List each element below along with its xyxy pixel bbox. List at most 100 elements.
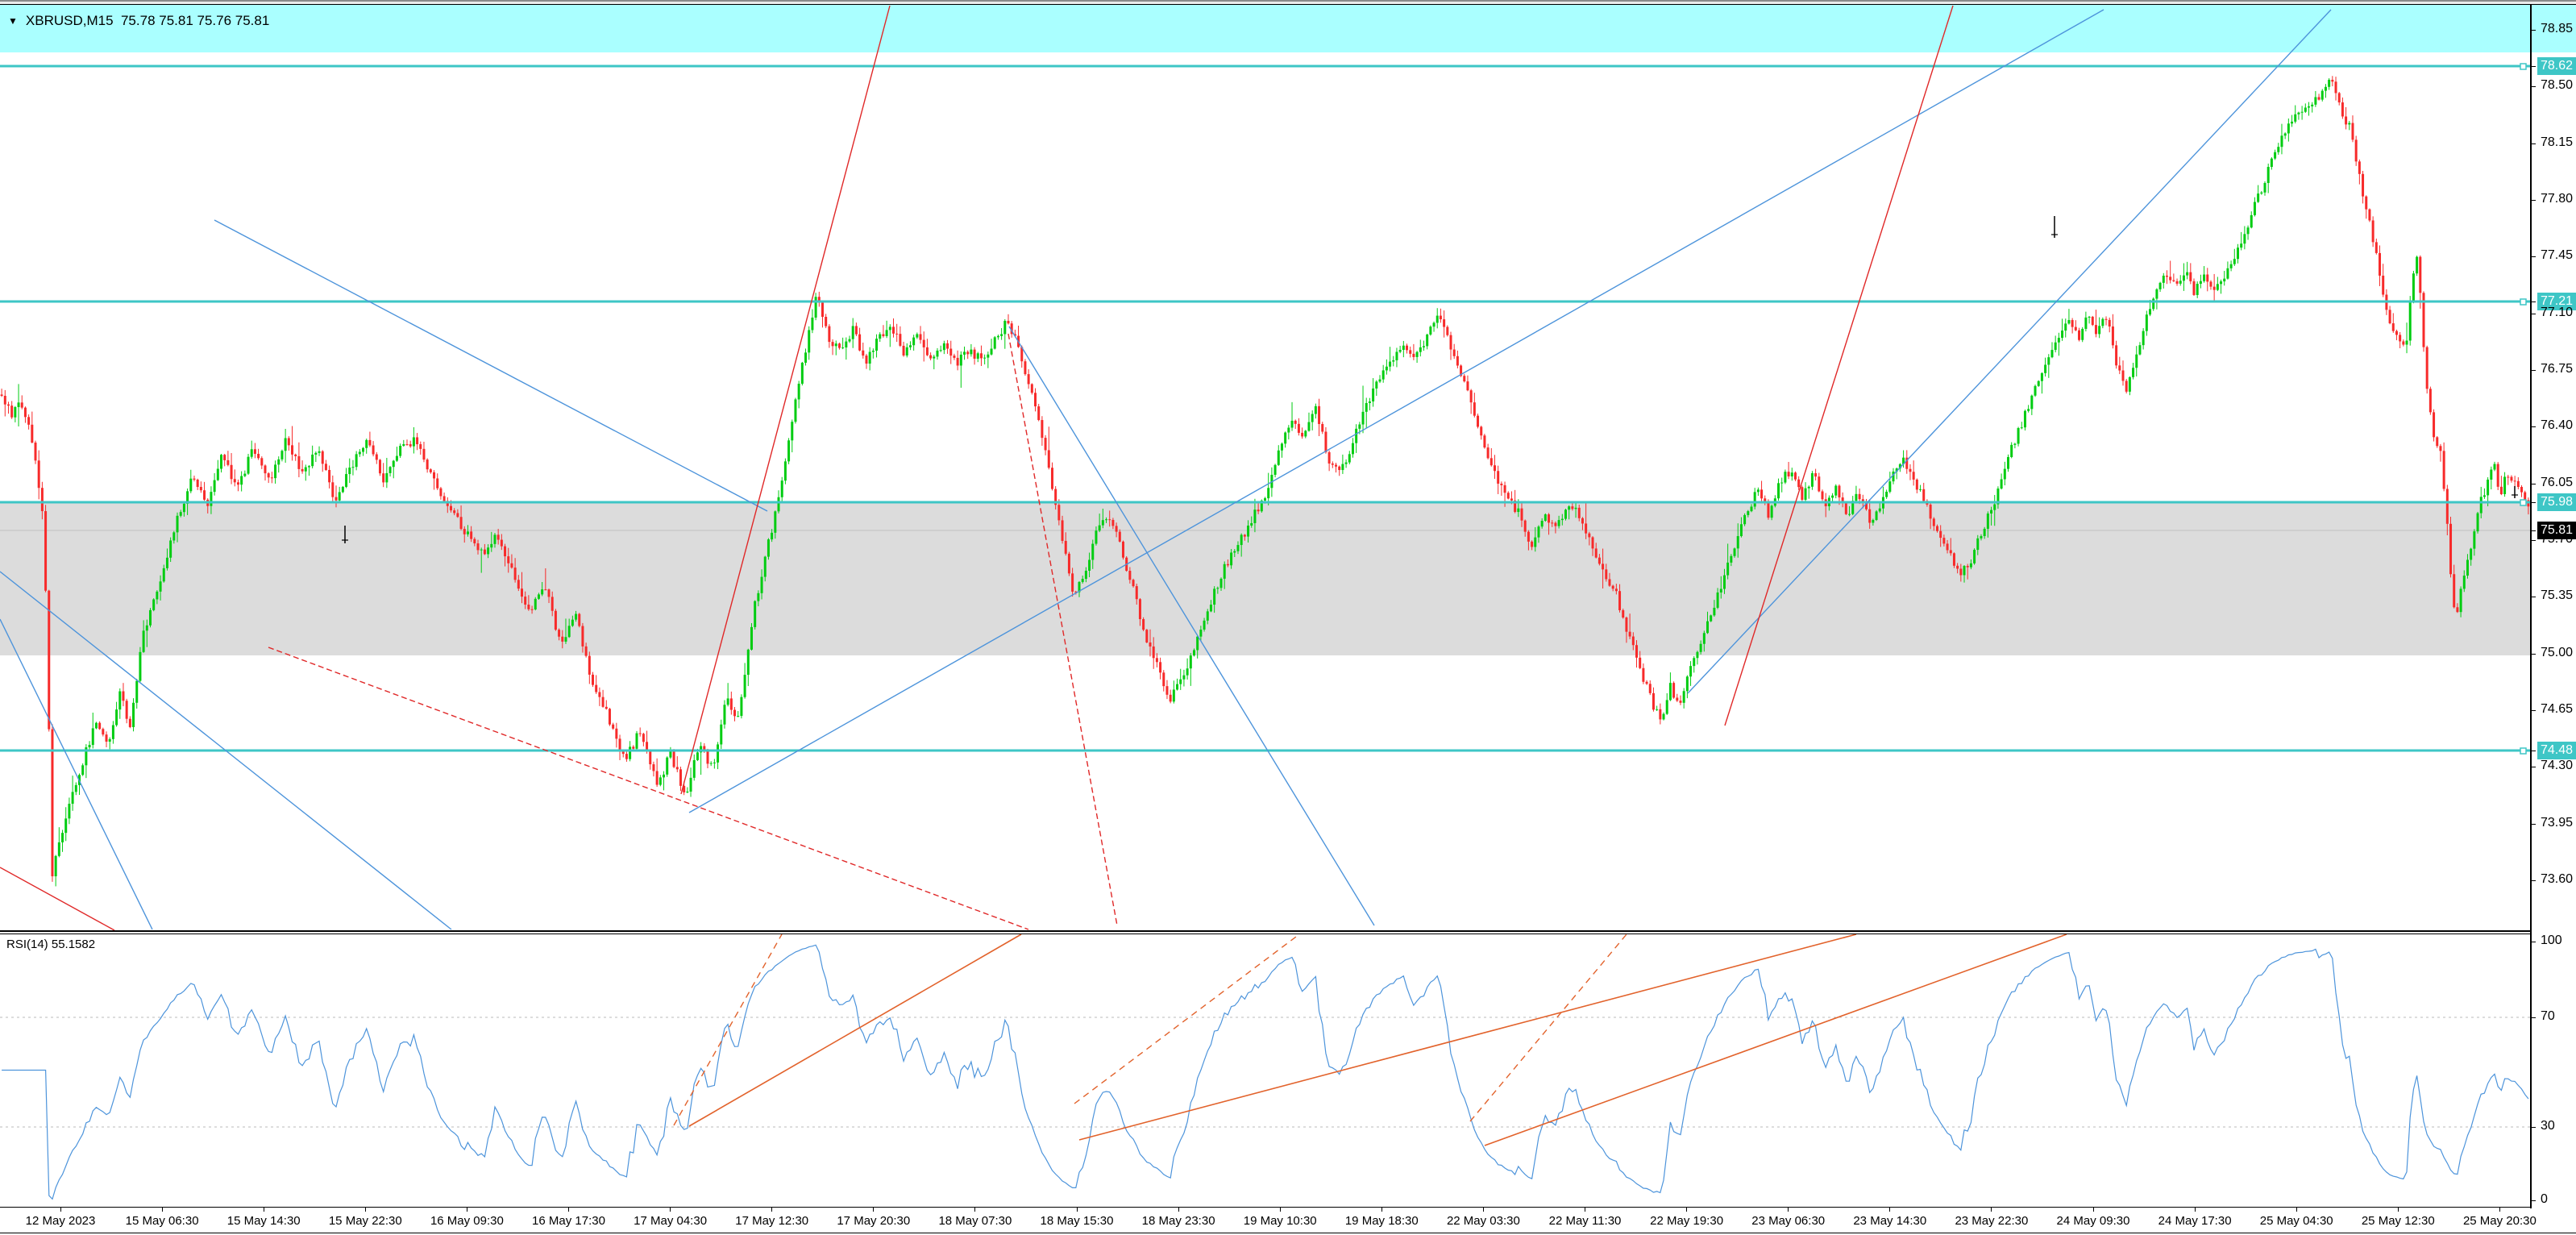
price-label: 73.60 [2541,872,2574,886]
candlestick-layer [0,76,2530,887]
time-tick [2194,1208,2196,1212]
resistance-zone-rect[interactable] [0,5,2576,52]
blue-trend-line[interactable] [688,9,2104,813]
time-label: 17 May 12:30 [735,1214,809,1228]
rsi-panel [0,934,2530,1200]
time-label: 23 May 06:30 [1751,1214,1826,1228]
time-tick [1686,1208,1688,1212]
chevron-down-icon[interactable]: ▼ [8,15,18,27]
chart-top-border [0,4,2576,5]
line-handle-icon[interactable] [2520,499,2527,506]
time-label: 22 May 11:30 [1548,1214,1622,1228]
red-trend-line[interactable] [0,867,115,931]
symbol-title[interactable]: ▼ XBRUSD,M15 75.78 75.81 75.76 75.81 [8,13,269,29]
rsi-scale-label: 70 [2541,1009,2555,1023]
price-label: 78.85 [2541,22,2574,35]
time-tick [1178,1208,1179,1212]
time-label: 25 May 20:30 [2462,1214,2537,1228]
time-tick [1076,1208,1078,1212]
time-tick [1279,1208,1281,1212]
time-label: 23 May 22:30 [1955,1214,2029,1228]
price-tick [2532,143,2536,144]
time-label: 19 May 18:30 [1344,1214,1419,1228]
time-label: 15 May 06:30 [125,1214,199,1228]
time-tick [568,1208,569,1212]
price-label-highlight: 77.21 [2537,293,2576,310]
time-tick [2499,1208,2500,1212]
time-label: 18 May 15:30 [1040,1214,1114,1228]
consolidation-zone-rect[interactable] [0,502,2530,655]
time-label: 16 May 09:30 [430,1214,504,1228]
rsi-orange-trend-line[interactable] [1078,934,1857,1141]
time-tick [2092,1208,2094,1212]
line-handle-icon[interactable] [2520,63,2527,70]
line-handle-icon[interactable] [2520,298,2527,306]
time-label: 24 May 09:30 [2056,1214,2130,1228]
time-tick [771,1208,773,1212]
price-tick [2532,29,2536,31]
time-label: 12 May 2023 [25,1214,96,1228]
rsi-line [2,944,2529,1200]
price-label: 76.40 [2541,418,2574,432]
price-label: 75.00 [2541,646,2574,659]
blue-trend-line[interactable] [1008,326,1375,926]
time-label: 16 May 17:30 [532,1214,605,1228]
time-label: 23 May 14:30 [1853,1214,1927,1228]
price-tick [2532,530,2536,531]
time-tick [2296,1208,2297,1212]
price-tick [2532,501,2536,503]
red-trend-line[interactable] [1724,5,1954,726]
price-label: 77.80 [2541,192,2574,206]
price-tick [2532,256,2536,257]
time-label: 17 May 04:30 [634,1214,708,1228]
price-label: 76.75 [2541,362,2574,376]
window-top-border-light [0,2,2576,4]
window-top-border [0,0,2576,2]
time-label: 17 May 20:30 [837,1214,911,1228]
price-label: 77.10 [2541,306,2574,319]
price-tick [2532,539,2536,541]
rsi-orange-trend-line-dashed[interactable] [1469,934,1627,1122]
price-label-highlight: 75.98 [2537,493,2576,511]
rsi-scale-label: 100 [2541,934,2562,947]
blue-trend-line[interactable] [1687,9,2332,694]
blue-trend-line[interactable] [0,571,452,930]
price-tick [2532,85,2536,87]
price-tick [2532,653,2536,655]
price-label: 74.65 [2541,702,2574,716]
rsi-orange-trend-line[interactable] [688,934,1022,1127]
time-label: 15 May 14:30 [226,1214,301,1228]
time-label: 19 May 10:30 [1243,1214,1317,1228]
rsi-orange-trend-line[interactable] [1484,934,2067,1146]
time-tick [1991,1208,1992,1212]
rsi-indicator-label: RSI(14) 55.1582 [6,938,96,951]
red-trend-line-dashed[interactable] [268,647,1029,930]
time-label: 15 May 22:30 [328,1214,402,1228]
time-tick [364,1208,366,1212]
time-label: 24 May 17:30 [2158,1214,2232,1228]
price-tick [2532,879,2536,881]
red-trend-line[interactable] [680,5,891,795]
blue-trend-line[interactable] [214,219,768,512]
price-axis-border [2530,4,2532,1208]
time-tick [1889,1208,1891,1212]
main-rsi-separator[interactable] [0,930,2532,932]
symbol-quote-text: XBRUSD,M15 75.78 75.81 75.76 75.81 [25,13,270,28]
price-tick [2532,426,2536,427]
horizontal-level-lines[interactable] [0,63,2530,755]
trend-lines[interactable] [0,5,2518,931]
price-label: 77.45 [2541,248,2574,262]
red-trend-line-dashed[interactable] [1008,333,1118,926]
time-label: 25 May 04:30 [2259,1214,2333,1228]
price-tick [2532,369,2536,371]
time-tick [161,1208,163,1212]
price-label: 73.95 [2541,816,2574,830]
line-handle-icon[interactable] [2520,747,2527,755]
rsi-orange-trend-line-dashed[interactable] [1074,934,1300,1104]
rsi-orange-trend-line-dashed[interactable] [673,934,783,1126]
blue-trend-line[interactable] [0,618,153,930]
time-tick [873,1208,875,1212]
price-label: 75.35 [2541,588,2574,602]
